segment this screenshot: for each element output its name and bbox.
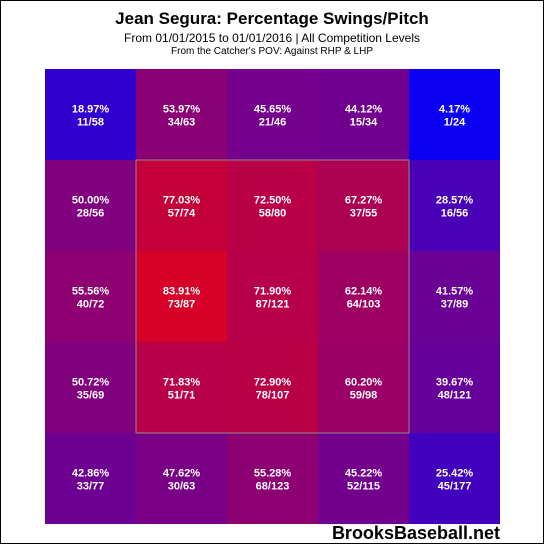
heatmap-cell-r1-c1 <box>136 160 227 251</box>
cell-percent-r1-c0: 50.00% <box>72 195 110 207</box>
cell-fraction-r0-c4: 1/24 <box>444 117 466 129</box>
cell-percent-r4-c0: 42.86% <box>72 468 110 480</box>
heatmap-cell-r0-c1 <box>136 69 227 160</box>
heatmap-cell-r2-c2 <box>227 251 318 342</box>
cell-percent-r0-c2: 45.65% <box>254 104 292 116</box>
cell-fraction-r2-c1: 73/87 <box>168 299 196 311</box>
cell-percent-r3-c4: 39.67% <box>436 377 474 389</box>
cell-fraction-r1-c4: 16/56 <box>441 208 469 220</box>
heatmap-cell-r1-c4 <box>409 160 500 251</box>
cell-percent-r3-c1: 71.83% <box>163 377 201 389</box>
cell-fraction-r3-c1: 51/71 <box>168 390 196 402</box>
heatmap-cell-r1-c3 <box>318 160 409 251</box>
cell-fraction-r3-c2: 78/107 <box>256 390 290 402</box>
cell-fraction-r1-c2: 58/80 <box>259 208 287 220</box>
cell-fraction-r1-c1: 57/74 <box>168 208 196 220</box>
cell-fraction-r4-c1: 30/63 <box>168 481 196 493</box>
heatmap-cell-r2-c4 <box>409 251 500 342</box>
cell-fraction-r0-c1: 34/63 <box>168 117 196 129</box>
cell-percent-r1-c1: 77.03% <box>163 195 201 207</box>
cell-percent-r4-c2: 55.28% <box>254 468 292 480</box>
cell-percent-r4-c1: 47.62% <box>163 468 201 480</box>
cell-fraction-r4-c0: 33/77 <box>77 481 105 493</box>
cell-fraction-r3-c0: 35/69 <box>77 390 105 402</box>
cell-percent-r2-c4: 41.57% <box>436 286 474 298</box>
cell-percent-r2-c3: 62.14% <box>345 286 383 298</box>
heatmap-cell-r4-c4 <box>409 433 500 524</box>
cell-percent-r0-c3: 44.12% <box>345 104 383 116</box>
heatmap-cell-r4-c1 <box>136 433 227 524</box>
brand-logo-text: BrooksBaseball.net <box>331 523 500 543</box>
heatmap-cell-r4-c3 <box>318 433 409 524</box>
cell-fraction-r3-c4: 48/121 <box>438 390 472 402</box>
heatmap-cell-r0-c3 <box>318 69 409 160</box>
chart-subtitle: From 01/01/2015 to 01/01/2016 | All Comp… <box>124 31 420 45</box>
heatmap-cell-r2-c0 <box>45 251 136 342</box>
cell-fraction-r2-c4: 37/89 <box>441 299 469 311</box>
heatmap-cell-r4-c2 <box>227 433 318 524</box>
cell-fraction-r2-c3: 64/103 <box>347 299 381 311</box>
heatmap-cell-r2-c1 <box>136 251 227 342</box>
heatmap-cell-r2-c3 <box>318 251 409 342</box>
cell-fraction-r2-c0: 40/72 <box>77 299 105 311</box>
heatmap-cell-r1-c0 <box>45 160 136 251</box>
cell-percent-r4-c3: 45.22% <box>345 468 383 480</box>
cell-percent-r2-c1: 83.91% <box>163 286 201 298</box>
cell-percent-r0-c1: 53.97% <box>163 104 201 116</box>
cell-percent-r4-c4: 25.42% <box>436 468 474 480</box>
heatmap-cell-r0-c0 <box>45 69 136 160</box>
heatmap-cell-r3-c3 <box>318 342 409 433</box>
cell-fraction-r4-c4: 45/177 <box>438 481 472 493</box>
heatmap-cell-r1-c2 <box>227 160 318 251</box>
cell-fraction-r0-c2: 21/46 <box>259 117 287 129</box>
cell-percent-r3-c0: 50.72% <box>72 377 110 389</box>
cell-fraction-r0-c0: 11/58 <box>77 117 104 129</box>
strike-zone-outline <box>135 159 410 434</box>
heatmap-cell-r3-c2 <box>227 342 318 433</box>
chart-title: Jean Segura: Percentage Swings/Pitch <box>115 9 429 28</box>
cell-fraction-r3-c3: 59/98 <box>350 390 378 402</box>
cell-fraction-r4-c2: 68/123 <box>256 481 290 493</box>
cell-percent-r1-c2: 72.50% <box>254 195 292 207</box>
cell-percent-r1-c4: 28.57% <box>436 195 474 207</box>
cell-percent-r3-c3: 60.20% <box>345 377 383 389</box>
cell-percent-r1-c3: 67.27% <box>345 195 383 207</box>
heatmap-cell-r3-c0 <box>45 342 136 433</box>
cell-fraction-r1-c0: 28/56 <box>77 208 105 220</box>
cell-percent-r0-c4: 4.17% <box>439 104 470 116</box>
cell-fraction-r4-c3: 52/115 <box>347 481 380 493</box>
cell-fraction-r1-c3: 37/55 <box>350 208 378 220</box>
cell-percent-r0-c0: 18.97% <box>72 104 110 116</box>
heatmap-cell-r0-c2 <box>227 69 318 160</box>
cell-fraction-r0-c3: 15/34 <box>350 117 378 129</box>
heatmap-cell-r4-c0 <box>45 433 136 524</box>
cell-percent-r2-c0: 55.56% <box>72 286 110 298</box>
heatmap-cell-r0-c4 <box>409 69 500 160</box>
heatmap-cell-r3-c1 <box>136 342 227 433</box>
cell-percent-r3-c2: 72.90% <box>254 377 292 389</box>
chart-note: From the Catcher's POV: Against RHP & LH… <box>171 46 373 57</box>
cell-percent-r2-c2: 71.90% <box>254 286 292 298</box>
heatmap-cell-r3-c4 <box>409 342 500 433</box>
cell-fraction-r2-c2: 87/121 <box>256 299 290 311</box>
